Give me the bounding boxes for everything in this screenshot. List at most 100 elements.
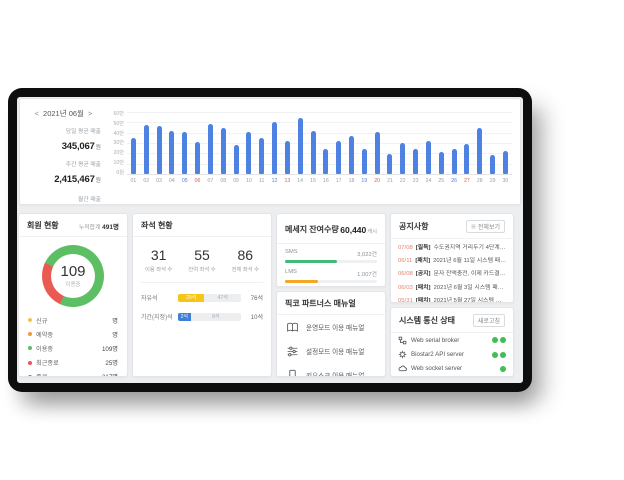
bar-column (242, 112, 255, 174)
x-axis-label: 02 (143, 178, 150, 184)
manual-item[interactable]: 설정모드 이용 매뉴얼 (277, 339, 385, 363)
monitor-frame: < 2021년 06월 > 당일 평균 매출 345,067원 주간 평균 매출 2,… (8, 88, 532, 392)
x-axis-label: 21 (387, 178, 393, 184)
notices-title: 공지사항 (399, 222, 429, 231)
status-dots (492, 351, 506, 358)
seat-counter-label: 잔여 좌석 수 (188, 267, 216, 273)
notice-item[interactable]: 06/08[공지]문자 잔액충전, 이제 카드결제로 바로 충전하세요 (391, 266, 513, 279)
sales-bar (425, 140, 431, 174)
x-axis-label: 22 (399, 178, 406, 184)
dashboard-screen: < 2021년 06월 > 당일 평균 매출 345,067원 주간 평균 매출 2,… (17, 97, 523, 383)
sales-stat-label: 월간 매출 (78, 197, 101, 203)
donut-center: 109 이용중 (51, 254, 95, 298)
next-month-button[interactable]: > (87, 109, 93, 118)
seat-counter-value: 86 (237, 247, 254, 263)
sales-bar (272, 122, 278, 174)
sliders-icon (286, 345, 299, 358)
manual-item[interactable]: 운영모드 이용 매뉴얼 (277, 315, 385, 339)
manuals-header: 픽코 파트너스 매뉴얼 (277, 292, 385, 315)
view-all-button[interactable]: 전체보기 (465, 220, 505, 233)
notice-title: 2021년 6월 3일 시스템 패치내역 (433, 284, 506, 291)
legend-value: 25명 (105, 360, 118, 368)
seat-counter-label: 전체 좌석 수 (231, 267, 259, 273)
bar-column (332, 112, 345, 174)
gridline (127, 153, 512, 155)
bar-column (435, 112, 448, 174)
x-axis-label: 01 (130, 178, 137, 184)
system-status-row: Web socket server (391, 362, 513, 376)
legend-dot (28, 346, 32, 351)
bar-column (191, 112, 204, 174)
bar-column (217, 112, 230, 174)
bar-column (294, 112, 307, 174)
x-axis-label: 25 (438, 178, 445, 184)
message-row-header: LMS 1,007건 (285, 269, 377, 278)
book-icon (286, 321, 299, 334)
sales-bar (220, 127, 226, 174)
sales-stat: 월간 매출10,352,000원 (26, 194, 101, 204)
manuals-card: 픽코 파트너스 매뉴얼 운영모드 이용 매뉴얼 설정모드 이용 매뉴얼 키오스크 이… (276, 291, 386, 377)
members-header: 회원 현황 누적합계 491명 (19, 214, 127, 237)
member-legend-row: 종료 317명 (28, 370, 118, 376)
notice-item[interactable]: 06/03 [패치] 2021년 6월 3일 시스템 패치내역 (391, 280, 513, 293)
notice-date: 07/08 (398, 245, 413, 252)
sales-stat: 당일 평균 매출 345,067원 (26, 126, 101, 154)
bar-column (255, 112, 268, 174)
sales-bar (361, 149, 367, 174)
seat-used-segment: 29석 (178, 293, 205, 302)
bar-column (319, 112, 332, 174)
sales-bar (438, 152, 444, 174)
sales-bar (233, 145, 239, 174)
notice-item[interactable]: 06/11[패치]2021년 6월 11일 시스템 패치내역 (391, 253, 513, 266)
view-all-label: 전체보기 (477, 225, 500, 231)
sales-bar (464, 144, 470, 174)
seats-header: 좌석 현황 (133, 214, 271, 237)
message-type-label: LMS (285, 268, 297, 275)
x-axis-label: 05 (181, 178, 188, 184)
notice-date: 05/31 (398, 297, 413, 303)
sales-stat-value: 2,415,467원 (26, 169, 101, 187)
bar-column (486, 112, 499, 174)
refresh-button[interactable]: 새로고침 (472, 314, 505, 327)
message-remaining-value: 1,007건 (357, 271, 377, 278)
sales-bar (374, 131, 380, 174)
list-icon (471, 224, 476, 229)
x-axis-label: 29 (489, 178, 496, 184)
x-axis-label: 16 (322, 178, 329, 184)
system-status-row: Biostar2 API server (391, 347, 513, 361)
bar-column (371, 112, 384, 174)
sales-bar (348, 135, 354, 174)
manual-item[interactable]: 키오스크 이용 매뉴얼 (277, 363, 385, 376)
notice-item[interactable]: 05/31[패치]2021년 5월 27일 시스템 패치내역 (391, 293, 513, 303)
bar-column (153, 112, 166, 174)
notice-date: 06/03 (398, 284, 413, 291)
y-axis-tick: 0원 (116, 169, 124, 176)
notice-item[interactable]: 07/08[필독]수도권지역 거리두기 4단계 격상 안내 (391, 240, 513, 253)
notice-date: 06/08 (398, 271, 413, 278)
sales-stat-number: 2,415,467 (54, 174, 95, 185)
notices-header: 공지사항 전체보기 (391, 214, 513, 239)
system-service-label: Web socket server (411, 365, 463, 373)
x-axis-label: 06 (194, 178, 201, 184)
system-status-row: Web serial broker (391, 333, 513, 347)
seat-counter-value: 55 (194, 247, 210, 263)
prev-month-button[interactable]: < (34, 109, 40, 118)
sales-bar (246, 131, 252, 174)
x-axis-label: 28 (476, 178, 483, 184)
seats-title: 좌석 현황 (141, 221, 173, 230)
members-status-card: 회원 현황 누적합계 491명 109 이용중 신규 명 예약중 명 이용중 109명 최근종… (18, 213, 128, 377)
notice-title: 문자 잔액충전, 이제 카드결제로 바로 충전하세요 (433, 271, 506, 278)
y-axis-tick: 20만 (113, 150, 124, 157)
y-axis-tick: 10만 (113, 159, 124, 166)
x-axis-label: 30 (502, 178, 509, 184)
gridline (127, 163, 512, 165)
legend-label: 최근종료 (36, 360, 59, 368)
bar-column (448, 112, 461, 174)
sales-bar (169, 130, 175, 174)
message-type-row: LMS 1,007건 (285, 269, 377, 283)
bar-column (268, 112, 281, 174)
legend-label: 신규 (36, 317, 48, 325)
seat-total-value: 76석 (250, 296, 263, 302)
chart-plot-area: 01 02 03 04 05 06 07 08 09 10 11 12 13 14 15 16 17 18 19 20… (127, 112, 512, 202)
